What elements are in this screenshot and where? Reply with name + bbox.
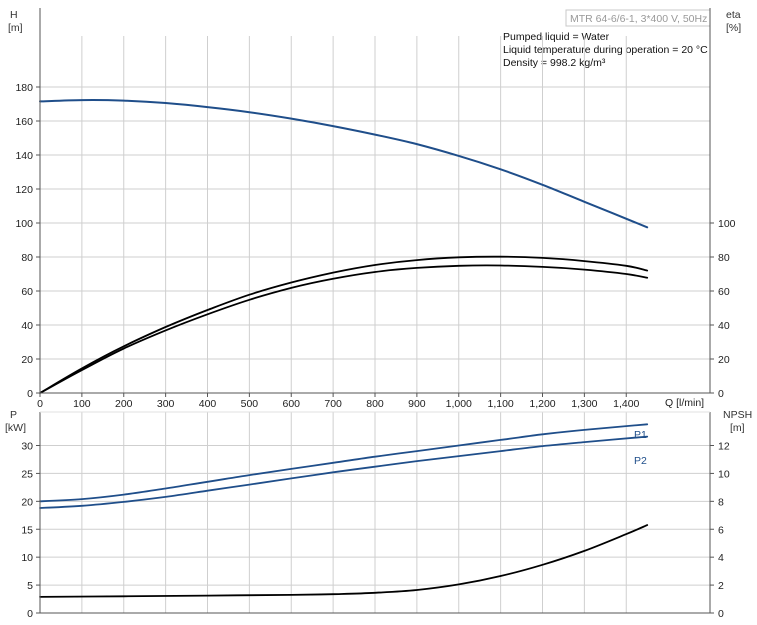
x-tick-label-14: 1,400 [613,398,639,410]
p-tick-label-2: 10 [21,552,33,564]
info-density: Density = 998.2 kg/m³ [503,57,606,69]
npsh-tick-label-1: 2 [718,580,724,592]
info-liquid-temperature: Liquid temperature during operation = 20… [503,44,708,56]
eta-axis-unit: [%] [726,22,741,34]
x-tick-label-8: 800 [366,398,384,410]
npsh-axis-unit: [m] [730,422,745,434]
h-tick-label-4: 80 [21,252,33,264]
bottom-panel-axes [36,411,714,614]
h-tick-label-8: 160 [15,116,33,128]
curve-eta-upper [39,255,649,394]
p-tick-label-0: 0 [27,608,33,620]
info-pumped-liquid: Pumped liquid = Water [503,31,610,43]
bottom-right-tick-labels: 0 2 4 6 8 10 12 [718,441,730,621]
h-tick-label-0: 0 [27,388,33,400]
eta-axis-title: eta [726,9,741,21]
top-right-tick-labels: 0 20 40 60 80 100 [718,218,736,400]
h-axis-title: H [10,9,18,21]
eta-tick-label-4: 80 [718,252,730,264]
p-tick-label-4: 20 [21,496,33,508]
x-tick-label-12: 1,200 [529,398,555,410]
x-tick-label-0: 0 [37,398,43,410]
x-tick-label-9: 900 [408,398,426,410]
curve-h [39,99,649,229]
npsh-tick-label-3: 6 [718,524,724,536]
product-label: MTR 64-6/6-1, 3*400 V, 50Hz [570,13,707,25]
x-tick-label-13: 1,300 [571,398,597,410]
p-axis-title: P [10,409,17,421]
x-tick-label-1: 100 [73,398,91,410]
bottom-panel-curves [39,423,649,598]
npsh-tick-label-4: 8 [718,496,724,508]
curve-p2 [39,435,649,509]
h-tick-label-6: 120 [15,184,33,196]
h-tick-label-2: 40 [21,320,33,332]
top-x-tick-labels: 0 100 200 300 400 500 600 700 800 900 1,000 1,100 1,… [37,398,639,410]
top-left-tick-labels: 0 20 40 60 80 100 120 140 160 180 [15,82,33,400]
eta-tick-label-2: 40 [718,320,730,332]
curve-npsh [39,524,649,598]
h-tick-label-9: 180 [15,82,33,94]
h-axis-unit: [m] [8,22,23,34]
series-label-p2: P2 [634,455,647,467]
h-tick-label-5: 100 [15,218,33,230]
x-tick-label-10: 1,000 [446,398,472,410]
x-tick-label-5: 500 [241,398,259,410]
eta-tick-label-0: 0 [718,388,724,400]
npsh-tick-label-6: 12 [718,441,730,453]
curve-p1 [39,423,649,503]
npsh-tick-label-2: 4 [718,552,724,564]
eta-tick-label-3: 60 [718,286,730,298]
h-tick-label-7: 140 [15,150,33,162]
h-tick-label-1: 20 [21,354,33,366]
top-panel-curves [39,99,649,394]
eta-tick-label-1: 20 [718,354,730,366]
p-tick-label-1: 5 [27,580,33,592]
p-axis-unit: [kW] [5,422,26,434]
x-tick-label-6: 600 [282,398,300,410]
x-tick-label-11: 1,100 [487,398,513,410]
curve-eta-lower [39,264,649,394]
series-label-p1: P1 [634,429,647,441]
npsh-tick-label-5: 10 [718,468,730,480]
top-panel-axes [36,8,714,397]
bottom-panel-grid [39,412,710,614]
x-tick-label-2: 200 [115,398,133,410]
x-tick-label-3: 300 [157,398,175,410]
h-tick-label-3: 60 [21,286,33,298]
x-tick-label-4: 400 [199,398,217,410]
npsh-tick-label-0: 0 [718,608,724,620]
p-tick-label-3: 15 [21,524,33,536]
p-tick-label-6: 30 [21,441,33,453]
p-tick-label-5: 25 [21,468,33,480]
x-axis-label: Q [l/min] [665,397,704,409]
npsh-axis-title: NPSH [723,409,752,421]
top-panel-grid [39,36,710,394]
bottom-left-tick-labels: 0 5 10 15 20 25 30 [21,441,33,621]
eta-tick-label-5: 100 [718,218,736,230]
x-tick-label-7: 700 [324,398,342,410]
